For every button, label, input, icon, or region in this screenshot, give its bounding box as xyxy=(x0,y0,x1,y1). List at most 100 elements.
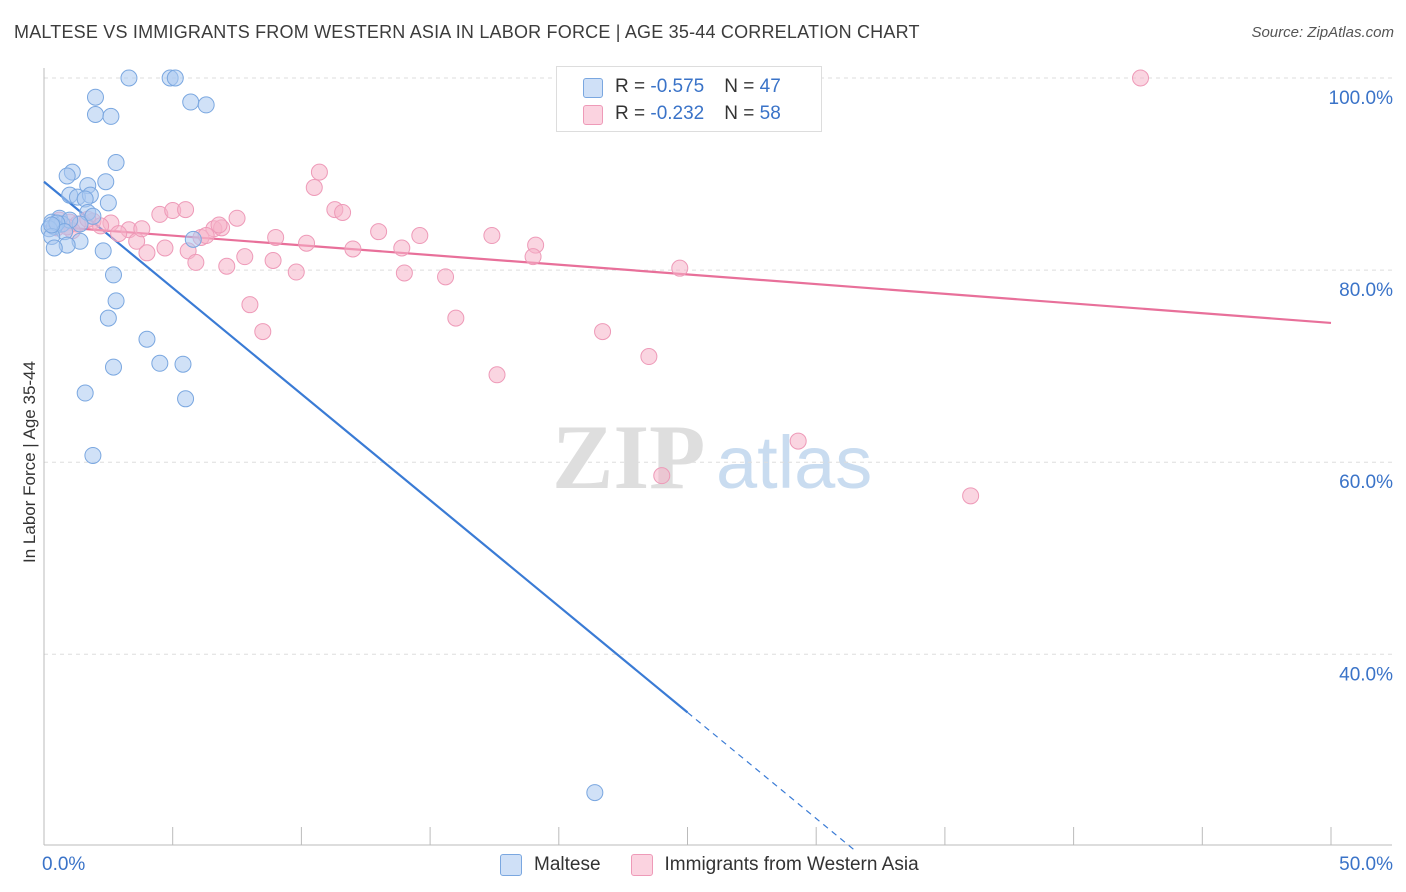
series-label-maltese: Maltese xyxy=(534,854,601,875)
point-maltese xyxy=(151,354,169,372)
point-maltese xyxy=(197,96,215,114)
point-western-asia xyxy=(334,203,352,221)
point-western-asia xyxy=(447,309,465,327)
legend-n-value: 47 xyxy=(759,76,781,97)
point-western-asia xyxy=(393,239,411,257)
point-maltese xyxy=(86,88,104,106)
point-maltese xyxy=(104,266,122,284)
point-maltese xyxy=(97,173,115,191)
chart-title: MALTESE VS IMMIGRANTS FROM WESTERN ASIA … xyxy=(14,22,920,42)
point-western-asia xyxy=(267,228,285,246)
point-maltese xyxy=(99,309,117,327)
point-maltese xyxy=(102,107,120,125)
series-legend: Maltese Immigrants from Western Asia xyxy=(500,852,949,878)
x-tick-label: 50.0% xyxy=(1339,854,1393,875)
watermark-zip: ZIP xyxy=(552,406,705,508)
trend-lines xyxy=(43,180,1332,851)
legend-n-label: N = xyxy=(724,103,760,124)
point-western-asia xyxy=(483,227,501,245)
point-western-asia xyxy=(138,244,156,262)
point-western-asia xyxy=(594,323,612,341)
grid-lines xyxy=(44,77,1392,655)
trend-line-maltese-extrapolated xyxy=(687,711,856,851)
point-western-asia xyxy=(133,220,151,238)
point-maltese xyxy=(138,330,156,348)
point-maltese xyxy=(94,242,112,260)
point-maltese xyxy=(58,167,76,185)
point-maltese xyxy=(166,69,184,87)
legend-n-value: 58 xyxy=(759,103,781,124)
y-axis-label: In Labor Force | Age 35-44 xyxy=(20,361,39,563)
point-western-asia xyxy=(370,223,388,241)
point-western-asia xyxy=(156,239,174,257)
series-label-western-asia: Immigrants from Western Asia xyxy=(664,854,919,875)
point-maltese xyxy=(43,216,61,234)
chart-source: Source: ZipAtlas.com xyxy=(1251,24,1394,41)
legend-row-western-asia: R = -0.232 N = 58 xyxy=(583,101,781,127)
point-western-asia xyxy=(218,257,236,275)
legend-row-maltese: R = -0.575 N = 47 xyxy=(583,74,781,100)
point-maltese xyxy=(84,207,102,225)
legend-swatch-maltese xyxy=(583,78,603,98)
point-western-asia xyxy=(671,259,689,277)
legend-text-maltese: R = -0.575 N = 47 xyxy=(615,76,781,98)
trend-line-maltese xyxy=(43,180,689,714)
trend-line-western-asia xyxy=(43,224,1332,325)
point-western-asia xyxy=(640,348,658,366)
point-maltese xyxy=(182,93,200,111)
legend-n-label: N = xyxy=(724,76,760,97)
legend-r-value: -0.575 xyxy=(650,76,705,97)
point-western-asia xyxy=(236,248,254,266)
point-western-asia xyxy=(488,366,506,384)
point-western-asia xyxy=(254,323,272,341)
x-tick-label: 0.0% xyxy=(42,854,85,875)
point-maltese xyxy=(107,292,125,310)
y-tick-label: 60.0% xyxy=(1339,472,1393,493)
series-swatch-western-asia xyxy=(630,854,653,876)
point-maltese xyxy=(99,194,117,212)
point-western-asia xyxy=(228,209,246,227)
point-maltese xyxy=(174,355,192,373)
point-maltese xyxy=(184,230,202,248)
point-western-asia xyxy=(187,253,205,271)
point-western-asia xyxy=(264,251,282,269)
point-maltese xyxy=(107,154,125,172)
legend-r-value: -0.232 xyxy=(650,103,705,124)
point-western-asia xyxy=(789,432,807,450)
point-western-asia xyxy=(437,268,455,286)
point-western-asia xyxy=(305,178,323,196)
series-legend-item-maltese[interactable]: Maltese xyxy=(500,854,601,876)
point-western-asia xyxy=(653,467,671,485)
point-western-asia xyxy=(177,201,195,219)
point-maltese xyxy=(76,384,94,402)
watermark-atlas: atlas xyxy=(716,421,872,504)
point-maltese xyxy=(177,390,195,408)
point-maltese xyxy=(45,239,63,257)
tick-labels: 100.0% 80.0% 60.0% 40.0% 0.0% 50.0% xyxy=(42,88,1393,875)
point-western-asia xyxy=(524,248,542,266)
point-western-asia xyxy=(110,225,128,243)
point-western-asia xyxy=(395,264,413,282)
point-western-asia xyxy=(241,296,259,314)
point-maltese xyxy=(120,69,138,87)
point-western-asia xyxy=(411,227,429,245)
point-maltese xyxy=(586,784,604,802)
point-maltese xyxy=(84,446,102,464)
point-western-asia xyxy=(287,263,305,281)
point-maltese xyxy=(86,105,104,123)
series-legend-item-western-asia[interactable]: Immigrants from Western Asia xyxy=(630,854,919,876)
y-tick-label: 100.0% xyxy=(1329,88,1394,109)
point-western-asia xyxy=(298,234,316,252)
point-western-asia xyxy=(1132,69,1150,87)
legend-r-label: R = xyxy=(615,76,651,97)
y-tick-label: 40.0% xyxy=(1339,664,1393,685)
y-tick-label: 80.0% xyxy=(1339,280,1393,301)
series-swatch-maltese xyxy=(500,854,522,876)
legend-swatch-western-asia xyxy=(583,105,603,125)
point-western-asia xyxy=(310,163,328,181)
point-maltese xyxy=(104,358,122,376)
point-western-asia xyxy=(210,216,228,234)
watermark: ZIP atlas xyxy=(552,406,872,508)
correlation-legend: R = -0.575 N = 47 R = -0.232 N = 58 xyxy=(556,66,822,132)
